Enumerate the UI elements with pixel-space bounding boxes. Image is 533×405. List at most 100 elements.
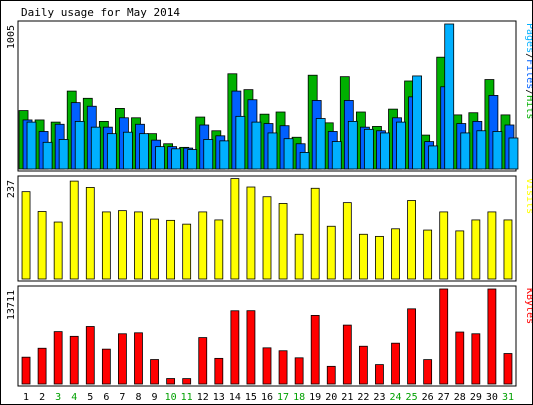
x-tick-label: 13	[213, 392, 225, 403]
bar-pages	[315, 118, 326, 170]
bar-visits	[230, 178, 240, 280]
bar-visits	[262, 196, 272, 280]
x-tick-label: 15	[245, 392, 257, 403]
bar-pages	[251, 121, 262, 170]
bar-visits	[294, 233, 304, 280]
x-tick-label: 19	[309, 392, 321, 403]
x-tick-label: 20	[325, 392, 337, 403]
y-axis-legend-label: Visits	[524, 178, 532, 214]
bar-kbytes	[134, 332, 143, 385]
x-tick-label: 12	[197, 392, 209, 403]
x-tick-label: 9	[152, 392, 158, 403]
bar-pages	[155, 146, 165, 170]
bar-visits	[69, 180, 79, 280]
y-max-label: 13711	[6, 290, 17, 320]
x-tick-label: 25	[406, 392, 418, 403]
bar-visits	[37, 211, 47, 280]
bar-pages	[380, 132, 390, 170]
bar-pages	[492, 131, 503, 170]
x-tick-label: 8	[135, 392, 141, 403]
x-tick-label: 17	[277, 392, 289, 403]
bar-visits	[246, 186, 256, 280]
x-tick-label: 26	[422, 392, 434, 403]
x-tick-label: 6	[103, 392, 109, 403]
x-tick-label: 11	[181, 392, 193, 403]
bar-kbytes	[278, 350, 288, 385]
bar-kbytes	[246, 310, 256, 385]
y-max-label: 1005	[6, 25, 17, 49]
bar-kbytes	[214, 357, 224, 385]
bar-kbytes	[487, 288, 497, 385]
x-tick-label: 22	[357, 392, 369, 403]
bar-kbytes	[342, 324, 352, 385]
bar-pages	[347, 120, 358, 170]
bar-pages	[412, 75, 422, 170]
bar-visits	[471, 219, 481, 280]
chart-title: Daily usage for May 2014	[21, 6, 180, 19]
bar-kbytes	[21, 356, 31, 385]
bar-kbytes	[310, 315, 320, 385]
bar-kbytes	[294, 357, 304, 385]
bar-pages	[396, 121, 406, 170]
bar-kbytes	[391, 342, 400, 385]
bar-kbytes	[230, 310, 240, 385]
bar-visits	[118, 210, 127, 280]
bar-pages	[219, 140, 230, 170]
bar-kbytes	[455, 331, 465, 385]
x-tick-label: 2	[39, 392, 45, 403]
x-tick-label: 5	[87, 392, 93, 403]
bar-kbytes	[503, 353, 513, 385]
bar-pages	[171, 148, 182, 170]
bar-visits	[423, 229, 433, 280]
bar-visits	[326, 225, 336, 280]
bar-pages	[187, 149, 198, 170]
x-tick-label: 7	[119, 392, 125, 403]
x-tick-label: 18	[293, 392, 305, 403]
bar-kbytes	[182, 378, 192, 385]
bar-visits	[53, 221, 63, 280]
x-tick-label: 29	[470, 392, 482, 403]
bar-kbytes	[53, 331, 63, 385]
bar-pages	[508, 137, 519, 170]
bar-visits	[166, 219, 176, 280]
bar-pages	[428, 145, 439, 170]
bar-visits	[342, 202, 352, 280]
bar-visits	[198, 211, 208, 280]
bar-pages	[90, 126, 101, 170]
bar-visits	[101, 211, 111, 280]
bar-visits	[182, 223, 192, 280]
x-tick-label: 1	[23, 392, 29, 403]
bar-kbytes	[375, 364, 384, 385]
bar-kbytes	[101, 348, 111, 385]
bar-visits	[455, 230, 465, 280]
bar-kbytes	[166, 378, 176, 385]
bar-visits	[503, 219, 513, 280]
bar-pages	[42, 141, 53, 170]
bar-pages	[139, 133, 149, 170]
bar-pages	[58, 139, 69, 170]
bar-visits	[310, 187, 320, 280]
bar-pages	[444, 23, 455, 170]
bar-visits	[487, 211, 497, 280]
bar-kbytes	[407, 308, 416, 385]
bar-kbytes	[69, 335, 79, 385]
bar-kbytes	[37, 347, 47, 385]
x-tick-label: 31	[502, 392, 514, 403]
bar-pages	[26, 121, 37, 170]
bar-pages	[267, 132, 278, 170]
x-tick-label: 23	[373, 392, 385, 403]
bar-pages	[283, 138, 294, 170]
bar-pages	[123, 131, 133, 170]
bar-pages	[203, 139, 214, 170]
x-tick-label: 10	[165, 392, 177, 403]
y-axis-legend-label: Pages/Files/Hits	[524, 23, 532, 119]
bar-pages	[331, 141, 342, 170]
x-tick-label: 30	[486, 392, 498, 403]
bar-visits	[407, 200, 416, 280]
bar-kbytes	[85, 326, 95, 385]
bar-visits	[439, 211, 449, 280]
bar-kbytes	[439, 288, 449, 385]
bar-pages	[106, 133, 117, 170]
